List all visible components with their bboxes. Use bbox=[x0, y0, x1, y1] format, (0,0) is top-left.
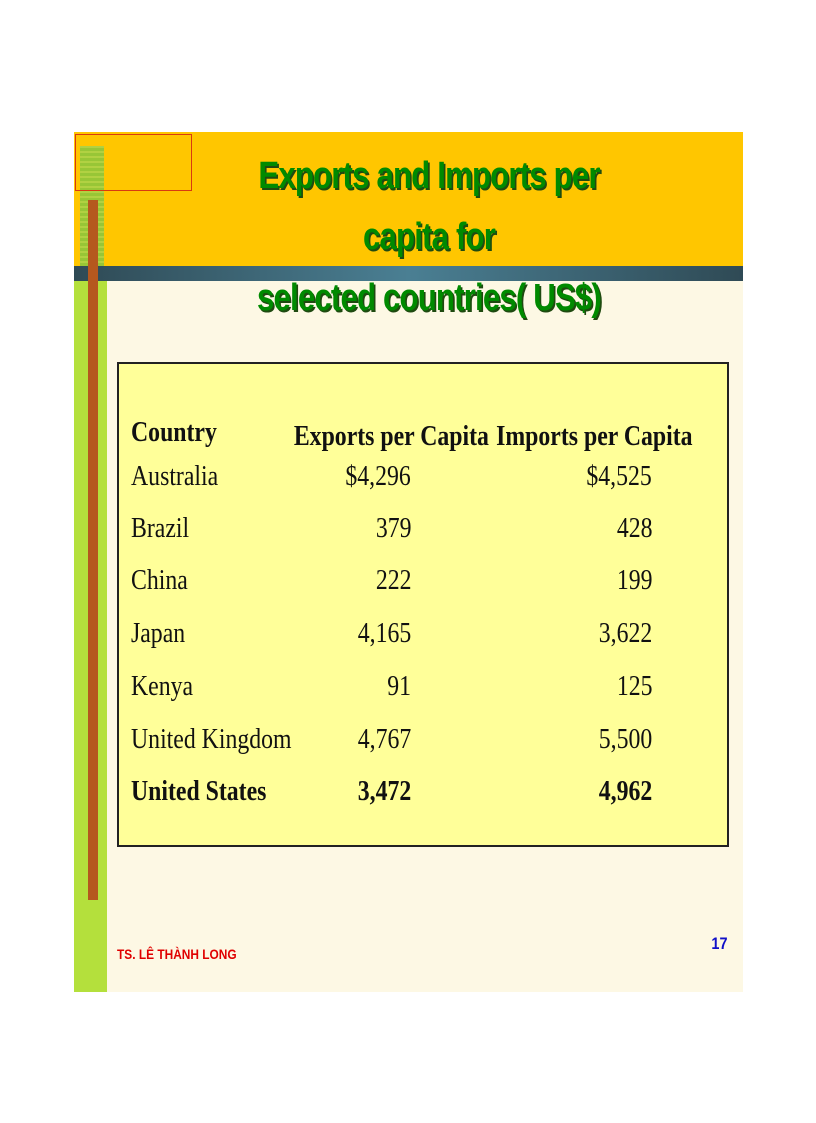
author-label: TS. LÊ THÀNH LONG bbox=[117, 946, 237, 962]
row-imports: $4,525 bbox=[586, 460, 652, 492]
row-imports: 428 bbox=[616, 512, 652, 544]
row-exports: $4,296 bbox=[345, 460, 411, 492]
row-imports: 3,622 bbox=[598, 617, 652, 649]
row-country: United States bbox=[131, 775, 267, 807]
row-exports: 3,472 bbox=[357, 775, 411, 807]
title-line-2: selected countries( US$) bbox=[257, 277, 602, 319]
row-country: United Kingdom bbox=[131, 723, 292, 755]
row-country: Australia bbox=[131, 460, 219, 492]
header-imports: Imports per Capita bbox=[496, 420, 693, 452]
row-exports: 379 bbox=[375, 512, 411, 544]
row-imports: 199 bbox=[616, 564, 652, 596]
header-country: Country bbox=[131, 416, 217, 448]
brown-accent-bar bbox=[88, 200, 98, 900]
row-exports: 91 bbox=[387, 670, 411, 702]
page-number: 17 bbox=[711, 934, 728, 953]
slide-title: Exports and Imports per capita for selec… bbox=[216, 146, 642, 329]
row-exports: 4,165 bbox=[357, 617, 411, 649]
row-country: Japan bbox=[131, 617, 186, 649]
red-outline-accent bbox=[75, 134, 192, 191]
data-table: Country Exports per Capita Imports per C… bbox=[117, 362, 729, 847]
row-exports: 4,767 bbox=[357, 723, 411, 755]
title-line-1: Exports and Imports per capita for bbox=[258, 155, 600, 258]
slide: Exports and Imports per capita for selec… bbox=[74, 132, 743, 992]
row-exports: 222 bbox=[375, 564, 411, 596]
divider-bar bbox=[74, 266, 743, 281]
row-imports: 5,500 bbox=[598, 723, 652, 755]
row-imports: 4,962 bbox=[598, 775, 652, 807]
row-country: Brazil bbox=[131, 512, 190, 544]
row-country: China bbox=[131, 564, 188, 596]
row-country: Kenya bbox=[131, 670, 194, 702]
header-exports: Exports per Capita bbox=[293, 420, 489, 452]
title-band: Exports and Imports per capita for selec… bbox=[74, 132, 743, 319]
row-imports: 125 bbox=[616, 670, 652, 702]
